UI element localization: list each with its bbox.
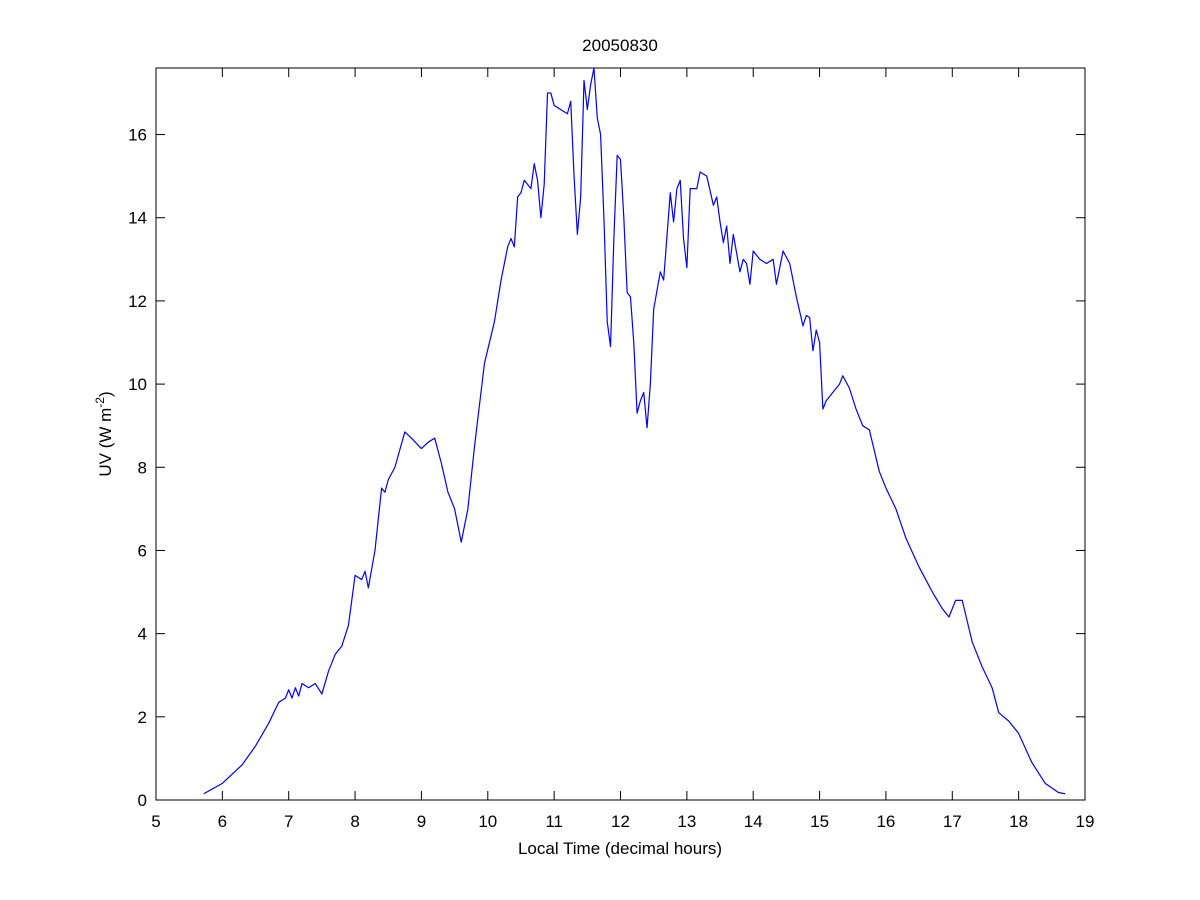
x-tick-label: 17 (943, 812, 962, 831)
x-tick-label: 6 (218, 812, 227, 831)
y-tick-label: 10 (128, 375, 147, 394)
y-tick-label: 8 (138, 458, 147, 477)
y-axis-label: UV (W m-2) (93, 391, 115, 476)
y-tick-label: 4 (138, 625, 147, 644)
y-axis-label-superscript: -2 (93, 397, 107, 408)
x-tick-label: 15 (810, 812, 829, 831)
y-tick-label: 14 (128, 209, 147, 228)
x-tick-label: 18 (1009, 812, 1028, 831)
y-tick-label: 16 (128, 126, 147, 145)
x-tick-label: 7 (284, 812, 293, 831)
y-tick-label: 12 (128, 292, 147, 311)
x-tick-label: 8 (350, 812, 359, 831)
x-tick-label: 13 (677, 812, 696, 831)
uv-line (203, 67, 1066, 795)
y-tick-label: 6 (138, 541, 147, 560)
x-tick-label: 5 (151, 812, 160, 831)
x-tick-label: 19 (1076, 812, 1095, 831)
chart-title: 20050830 (582, 36, 658, 55)
x-tick-label: 12 (611, 812, 630, 831)
x-tick-label: 10 (478, 812, 497, 831)
x-tick-label: 16 (876, 812, 895, 831)
plot-area (155, 67, 1086, 801)
x-tick-label: 14 (744, 812, 763, 831)
y-tick-label: 2 (138, 708, 147, 727)
y-tick-label: 0 (138, 791, 147, 810)
x-tick-label: 9 (417, 812, 426, 831)
y-axis-label-suffix: ) (96, 391, 115, 397)
y-axis-label-text: UV (W m (96, 408, 115, 477)
x-axis-label: Local Time (decimal hours) (518, 839, 722, 858)
x-tick-label: 11 (545, 812, 563, 831)
